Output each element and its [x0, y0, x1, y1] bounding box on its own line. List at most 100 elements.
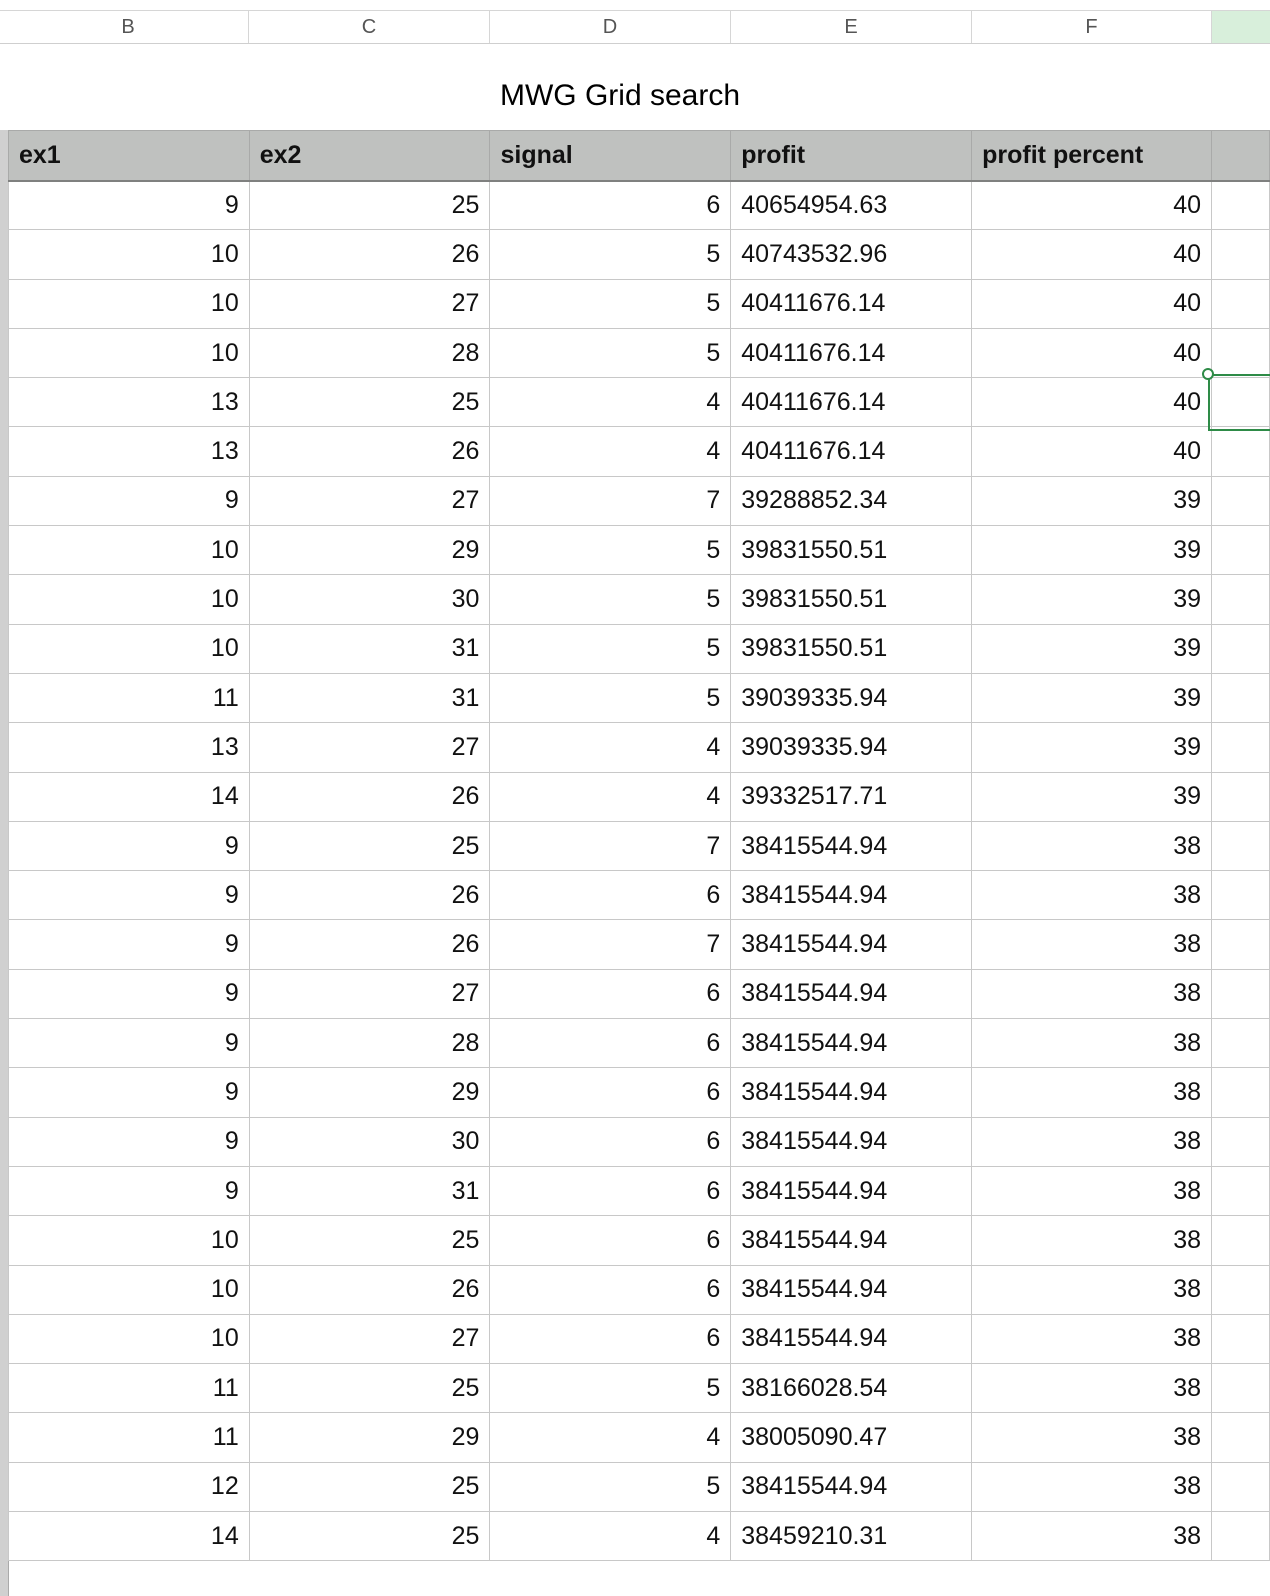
table-cell[interactable]: 6 [489, 1067, 732, 1118]
table-cell[interactable]: 13 [8, 426, 250, 477]
table-cell-empty[interactable] [1211, 672, 1270, 724]
table-cell[interactable]: 5 [489, 327, 732, 379]
column-header-g-selected[interactable] [1212, 11, 1270, 43]
table-cell[interactable]: 12 [8, 1461, 250, 1513]
table-cell-empty[interactable] [1211, 1412, 1270, 1463]
table-cell-empty[interactable] [1211, 1461, 1270, 1513]
table-cell[interactable]: 27 [248, 475, 491, 527]
table-cell[interactable]: 26 [248, 771, 491, 822]
table-cell[interactable]: 38459210.31 [730, 1511, 973, 1562]
table-cell[interactable]: 5 [489, 574, 732, 625]
table-cell[interactable]: 29 [248, 525, 491, 576]
table-cell[interactable]: 30 [248, 1116, 491, 1167]
column-header-f[interactable]: F [972, 11, 1212, 43]
table-cell[interactable]: 6 [489, 1116, 732, 1167]
table-cell[interactable]: 38415544.94 [730, 919, 973, 970]
table-cell[interactable]: 31 [248, 672, 491, 724]
column-header-e[interactable]: E [731, 11, 972, 43]
table-cell[interactable]: 25 [248, 820, 491, 872]
table-cell[interactable]: 26 [248, 426, 491, 477]
table-cell[interactable]: 6 [489, 1165, 732, 1217]
table-cell[interactable]: 40411676.14 [730, 426, 973, 477]
table-cell[interactable]: 39288852.34 [730, 475, 973, 527]
table-cell-empty[interactable] [1211, 1511, 1270, 1562]
table-cell[interactable]: 10 [8, 623, 250, 674]
table-cell[interactable]: 38415544.94 [730, 1116, 973, 1167]
table-cell[interactable]: 38 [971, 870, 1213, 921]
table-cell[interactable]: 39 [971, 672, 1213, 724]
table-cell[interactable]: 9 [8, 1067, 250, 1118]
table-cell[interactable]: 7 [489, 475, 732, 527]
table-cell[interactable]: 10 [8, 278, 250, 329]
table-cell[interactable]: 9 [8, 1165, 250, 1217]
column-header-c[interactable]: C [249, 11, 490, 43]
table-cell[interactable]: 40743532.96 [730, 229, 973, 280]
table-cell-empty[interactable] [1211, 1215, 1270, 1266]
table-cell[interactable]: 38 [971, 1067, 1213, 1118]
table-cell[interactable]: 14 [8, 771, 250, 822]
table-cell[interactable]: 5 [489, 1461, 732, 1513]
table-cell[interactable]: 9 [8, 968, 250, 1020]
table-cell[interactable]: 28 [248, 1018, 491, 1069]
table-cell[interactable]: 38166028.54 [730, 1363, 973, 1414]
table-cell[interactable]: 25 [248, 377, 491, 428]
table-cell[interactable]: 39831550.51 [730, 623, 973, 674]
table-cell[interactable]: 4 [489, 771, 732, 822]
table-cell[interactable]: 39332517.71 [730, 771, 973, 822]
table-cell[interactable]: 38 [971, 1018, 1213, 1069]
table-cell[interactable]: 9 [8, 870, 250, 921]
table-cell[interactable]: 10 [8, 229, 250, 280]
table-cell[interactable]: 30 [248, 574, 491, 625]
table-cell[interactable]: 10 [8, 1313, 250, 1365]
table-cell[interactable]: 11 [8, 1363, 250, 1414]
table-cell-empty[interactable] [1211, 1363, 1270, 1414]
table-cell[interactable]: 38415544.94 [730, 1313, 973, 1365]
table-cell[interactable]: 10 [8, 1215, 250, 1266]
table-cell[interactable]: 38 [971, 1264, 1213, 1315]
table-cell[interactable]: 29 [248, 1412, 491, 1463]
header-empty-cell[interactable] [1211, 130, 1270, 182]
table-cell[interactable]: 6 [489, 870, 732, 921]
table-cell[interactable]: 4 [489, 1511, 732, 1562]
table-cell-empty[interactable] [1211, 919, 1270, 970]
table-cell[interactable]: 31 [248, 1165, 491, 1217]
table-cell[interactable]: 11 [8, 672, 250, 724]
selection-handle[interactable] [1202, 368, 1214, 380]
table-cell[interactable]: 40 [971, 278, 1213, 329]
table-cell[interactable]: 38 [971, 1412, 1213, 1463]
table-cell[interactable]: 40411676.14 [730, 278, 973, 329]
table-cell[interactable]: 6 [489, 1313, 732, 1365]
table-cell[interactable]: 4 [489, 377, 732, 428]
table-cell-empty[interactable] [1211, 1313, 1270, 1365]
table-cell[interactable]: 10 [8, 327, 250, 379]
table-cell[interactable]: 11 [8, 1412, 250, 1463]
table-cell-empty[interactable] [1211, 870, 1270, 921]
table-cell[interactable]: 5 [489, 1363, 732, 1414]
table-cell[interactable]: 39039335.94 [730, 672, 973, 724]
table-cell[interactable]: 39831550.51 [730, 525, 973, 576]
table-cell[interactable]: 39039335.94 [730, 722, 973, 773]
table-cell[interactable]: 38415544.94 [730, 968, 973, 1020]
table-cell-empty[interactable] [1211, 327, 1270, 379]
table-cell[interactable]: 4 [489, 426, 732, 477]
table-cell[interactable]: 5 [489, 278, 732, 329]
table-cell[interactable]: 38 [971, 820, 1213, 872]
table-cell-empty[interactable] [1211, 278, 1270, 329]
table-cell[interactable]: 10 [8, 1264, 250, 1315]
table-cell[interactable]: 38415544.94 [730, 820, 973, 872]
table-cell-empty[interactable] [1211, 820, 1270, 872]
selected-cell-outline[interactable] [1208, 374, 1270, 431]
table-cell[interactable]: 39 [971, 574, 1213, 625]
table-cell-empty[interactable] [1211, 525, 1270, 576]
table-cell[interactable]: 6 [489, 1264, 732, 1315]
table-cell[interactable]: 27 [248, 968, 491, 1020]
table-cell[interactable]: 6 [489, 1215, 732, 1266]
table-cell[interactable]: 38 [971, 1313, 1213, 1365]
table-cell[interactable]: 27 [248, 1313, 491, 1365]
table-cell[interactable]: 4 [489, 722, 732, 773]
table-cell[interactable]: 6 [489, 179, 732, 231]
table-cell-empty[interactable] [1211, 1018, 1270, 1069]
table-cell[interactable]: 9 [8, 820, 250, 872]
table-cell-empty[interactable] [1211, 722, 1270, 773]
table-cell-empty[interactable] [1211, 426, 1270, 477]
